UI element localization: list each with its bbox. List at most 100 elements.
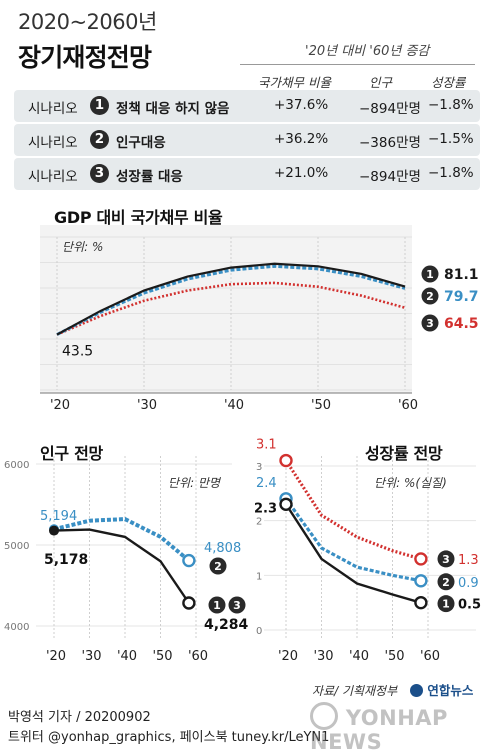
scenario-debt: +36.2% <box>274 131 329 147</box>
pop-end-label-2: 4,808 <box>204 541 241 556</box>
growth-y-tick-label: 0 <box>256 626 262 637</box>
growth-y-tick-label: 2 <box>256 517 262 528</box>
debt-series-line-2 <box>56 264 406 336</box>
logo-icon <box>410 684 423 697</box>
col-header-growth: 성장률 <box>431 75 466 90</box>
pop-series-line-2 <box>53 517 191 563</box>
pop-series-13a-badge <box>208 596 226 614</box>
growth-end-marker-2 <box>414 574 428 588</box>
debt-series-1-badge-number: 1 <box>426 268 434 281</box>
scenario-label: 시나리오 <box>28 135 78 151</box>
growth-end-label-1: 0.5 <box>458 598 481 613</box>
growth-start-label-1: 2.3 <box>254 501 277 516</box>
growth-series-3-badge-number: 3 <box>442 553 450 566</box>
pop-x-tick-label: '30 <box>81 649 101 664</box>
growth-series-1-badge <box>437 595 455 613</box>
pop-end-marker-2 <box>182 553 196 568</box>
debt-start-label: 43.5 <box>62 344 93 360</box>
debt-end-label-1: 81.1 <box>444 267 479 283</box>
growth-chart-title: 성장률 전망 <box>365 444 443 463</box>
population-chart-title: 인구 전망 <box>40 444 103 463</box>
growth-y-tick-label: 1 <box>256 571 262 582</box>
growth-start-marker-1 <box>279 497 293 511</box>
title-small: 2020~2060년 <box>18 10 157 34</box>
population-chart-unit: 단위: 만명 <box>168 476 221 490</box>
pop-y-tick-label: 6000 <box>4 460 29 471</box>
logo-text: 연합뉴스 <box>427 683 474 698</box>
debt-series-line-1 <box>56 262 406 336</box>
pop-start-label-13: 5,178 <box>44 552 88 568</box>
growth-end-label-3: 1.3 <box>458 553 479 568</box>
pop-y-tick-label: 5000 <box>4 541 29 552</box>
debt-x-tick-label: '20 <box>50 398 70 413</box>
header-divider <box>240 64 475 65</box>
debt-x-tick-label: '40 <box>224 398 244 413</box>
pop-start-label-2: 5,194 <box>40 509 77 524</box>
growth-x-tick-label: '50 <box>384 649 404 664</box>
source-text: 자료/ 기획재정부 <box>312 684 398 698</box>
pop-end-marker-13 <box>182 596 196 610</box>
growth-end-marker-1 <box>414 595 428 610</box>
col-header-debt: 국가채무 비율 <box>258 75 331 90</box>
growth-start-label-3: 3.1 <box>256 438 277 453</box>
growth-chart: 0 1 2 3 '20 '30 '40 '50 '60 3.1 3 1.3 2.4 2 0.9 2.3 1 0.5 <box>254 438 481 664</box>
pop-series-line-13 <box>53 528 190 604</box>
growth-series-3-badge <box>437 550 455 568</box>
growth-chart-unit: 단위: %(실질) <box>374 476 447 490</box>
yonhap-logo: 연합뉴스 <box>410 680 473 699</box>
pop-x-tick-label: '20 <box>46 649 66 664</box>
growth-x-tick-label: '60 <box>420 649 440 664</box>
scenario-growth: −1.8% <box>428 97 474 113</box>
debt-end-label-3: 64.5 <box>444 316 479 332</box>
growth-start-marker-3 <box>279 453 293 468</box>
scenario-growth: −1.5% <box>428 131 474 147</box>
scenario-pop: −894만명 <box>359 169 421 185</box>
debt-x-tick-label: '30 <box>137 398 157 413</box>
scenario-debt: +21.0% <box>274 165 329 181</box>
growth-y-tick-label: 3 <box>256 462 262 473</box>
scenario-debt: +37.6% <box>274 97 329 113</box>
scenario-label: 시나리오 <box>28 101 78 117</box>
pop-x-tick-label: '40 <box>117 649 137 664</box>
scenario-pop: −894만명 <box>359 101 421 117</box>
growth-series-line-2 <box>284 497 422 583</box>
debt-chart-unit: 단위: % <box>62 240 104 254</box>
debt-series-2-badge-number: 2 <box>426 290 434 303</box>
population-chart: 4000 5000 6000 '20 '30 '40 '50 '60 5,194 5,178 4,8… <box>4 456 249 664</box>
pop-series-13b-badge-number: 3 <box>233 599 241 612</box>
scenario-row-2: 시나리오 2 인구대응 +36.2% −386만명 −1.5% <box>14 124 480 156</box>
scenario-name: 성장률 대응 <box>116 169 183 185</box>
debt-x-tick-label: '50 <box>311 398 331 413</box>
page-title: 장기재정전망 <box>18 43 152 72</box>
debt-series-3-badge <box>421 314 439 332</box>
pop-x-tick-label: '50 <box>152 649 172 664</box>
watermark: YONHAP NEWS <box>310 702 489 754</box>
social-line: 트위터 @yonhap_graphics, 페이스북 tuney.kr/LeYN… <box>8 730 330 745</box>
debt-series-1-badge <box>421 265 439 283</box>
pop-series-13b-badge <box>228 596 246 614</box>
scenario-row-3: 시나리오 3 성장률 대응 +21.0% −894만명 −1.8% <box>14 158 480 190</box>
pop-start-marker-13 <box>49 525 59 536</box>
pop-end-label-13: 4,284 <box>204 617 249 633</box>
growth-end-label-2: 0.9 <box>458 576 479 591</box>
debt-x-tick-label: '60 <box>398 398 418 413</box>
col-header-pop: 인구 <box>369 75 393 90</box>
scenario-growth: −1.8% <box>428 165 474 181</box>
scenario-number-badge: 3 <box>90 164 109 183</box>
debt-end-label-2: 79.7 <box>444 289 479 305</box>
pop-series-2-badge-number: 2 <box>214 560 222 573</box>
growth-series-1-badge-number: 1 <box>442 598 450 611</box>
scenario-number-badge: 1 <box>90 96 109 115</box>
scenario-row-1: 시나리오 1 정책 대응 하지 않음 +37.6% −894만명 −1.8% <box>14 90 480 122</box>
pop-series-13a-badge-number: 1 <box>213 599 221 612</box>
growth-x-tick-label: '20 <box>278 649 298 664</box>
debt-series-3-badge-number: 3 <box>426 317 434 330</box>
growth-start-label-2: 2.4 <box>256 476 277 491</box>
comparison-label: '20년 대비 '60년 증감 <box>305 44 430 59</box>
scenario-pop: −386만명 <box>359 135 421 151</box>
growth-series-line-1 <box>284 503 422 604</box>
debt-series-2-badge <box>421 287 439 305</box>
scenario-label: 시나리오 <box>28 169 78 185</box>
watermark-text: YONHAP NEWS <box>310 706 448 754</box>
scenario-name: 정책 대응 하지 않음 <box>116 101 230 117</box>
